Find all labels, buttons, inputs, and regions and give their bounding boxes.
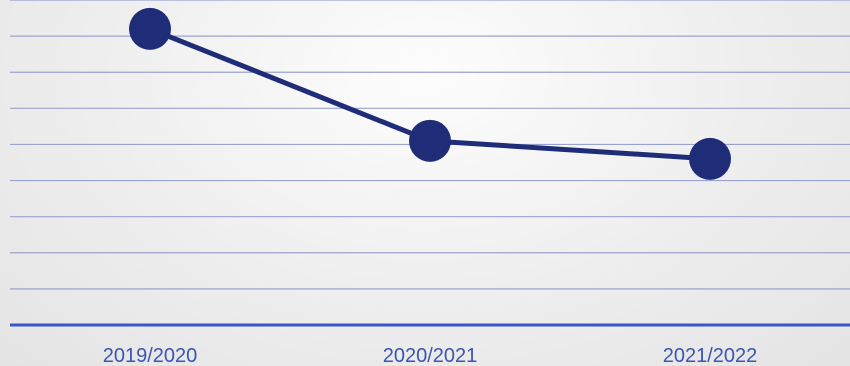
series-layer bbox=[129, 7, 731, 180]
x-tick-label: 2019/2020 bbox=[103, 345, 198, 366]
data-point-2021-2022 bbox=[689, 137, 731, 180]
x-tick-labels: 2019/2020 2020/2021 2021/2022 bbox=[103, 345, 758, 366]
data-point-2019-2020 bbox=[129, 7, 171, 50]
data-point-2020-2021 bbox=[409, 119, 451, 162]
x-tick-label: 2020/2021 bbox=[383, 345, 478, 366]
x-tick-label: 2021/2022 bbox=[663, 345, 758, 366]
